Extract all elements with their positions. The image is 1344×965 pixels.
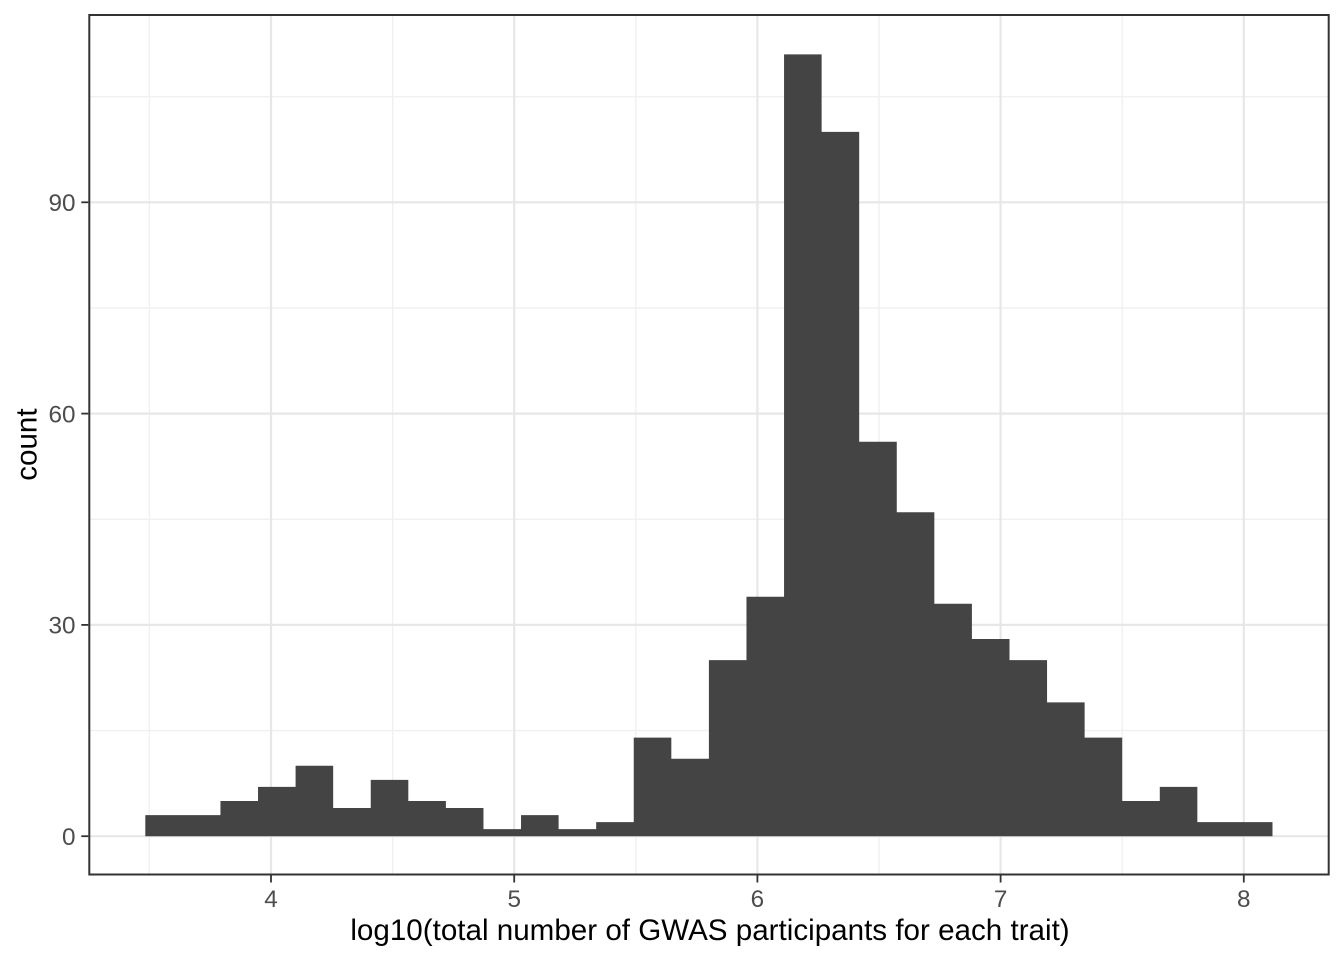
svg-text:30: 30	[48, 613, 75, 640]
svg-text:6: 6	[751, 886, 765, 913]
svg-text:log10(total number of GWAS par: log10(total number of GWAS participants …	[350, 914, 1069, 947]
svg-text:0: 0	[62, 824, 76, 851]
svg-text:4: 4	[264, 886, 278, 913]
svg-text:count: count	[11, 408, 44, 480]
svg-text:5: 5	[507, 886, 521, 913]
svg-text:90: 90	[48, 190, 75, 217]
svg-text:8: 8	[1237, 886, 1251, 913]
svg-text:60: 60	[48, 401, 75, 428]
svg-text:7: 7	[994, 886, 1008, 913]
